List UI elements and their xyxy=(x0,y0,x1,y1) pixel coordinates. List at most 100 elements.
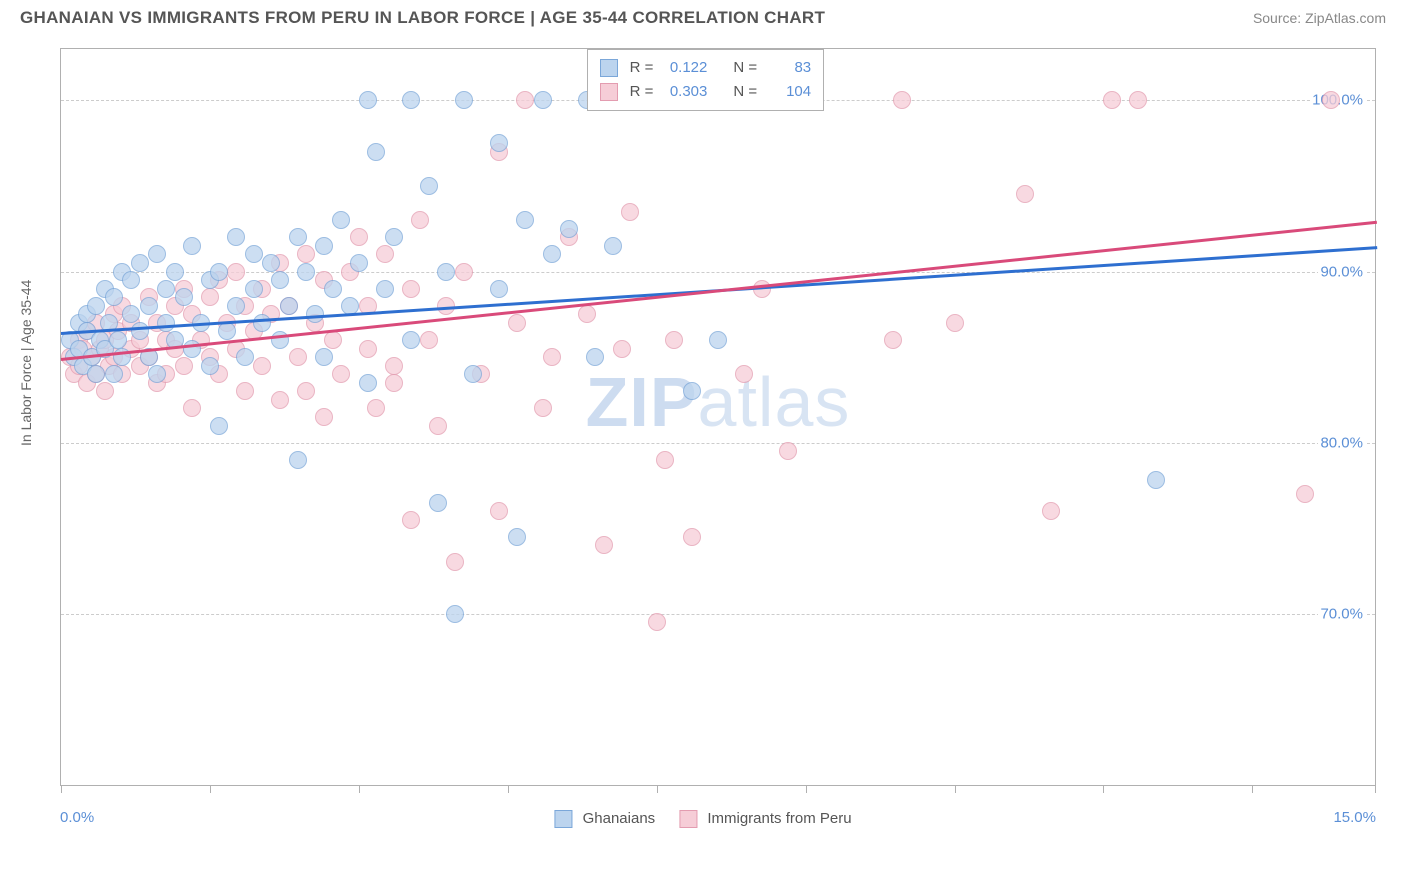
scatter-point-peru xyxy=(735,365,753,383)
x-tick-mark xyxy=(806,785,807,793)
scatter-point-ghanaian xyxy=(332,211,350,229)
scatter-point-ghanaian xyxy=(289,228,307,246)
scatter-point-ghanaian xyxy=(490,280,508,298)
scatter-point-peru xyxy=(578,305,596,323)
scatter-point-ghanaian xyxy=(157,280,175,298)
scatter-point-ghanaian xyxy=(109,331,127,349)
scatter-point-peru xyxy=(175,357,193,375)
scatter-point-peru xyxy=(429,417,447,435)
gridline-h xyxy=(61,443,1375,444)
scatter-point-ghanaian xyxy=(157,314,175,332)
scatter-point-peru xyxy=(779,442,797,460)
scatter-point-ghanaian xyxy=(131,322,149,340)
scatter-point-peru xyxy=(683,528,701,546)
scatter-point-peru xyxy=(367,399,385,417)
scatter-point-ghanaian xyxy=(560,220,578,238)
scatter-point-ghanaian xyxy=(543,245,561,263)
scatter-point-peru xyxy=(420,331,438,349)
x-axis-min-label: 0.0% xyxy=(60,809,94,826)
scatter-point-peru xyxy=(350,228,368,246)
scatter-point-ghanaian xyxy=(367,143,385,161)
scatter-point-ghanaian xyxy=(402,91,420,109)
y-axis-title: In Labor Force | Age 35-44 xyxy=(18,280,34,446)
scatter-point-ghanaian xyxy=(508,528,526,546)
x-tick-mark xyxy=(1252,785,1253,793)
legend-stats-row: R =0.122N =83 xyxy=(600,56,812,80)
scatter-point-ghanaian xyxy=(350,254,368,272)
scatter-point-ghanaian xyxy=(385,228,403,246)
scatter-point-ghanaian xyxy=(455,91,473,109)
scatter-point-ghanaian xyxy=(183,340,201,358)
legend-swatch xyxy=(600,59,618,77)
x-tick-mark xyxy=(210,785,211,793)
scatter-point-ghanaian xyxy=(253,314,271,332)
y-tick-label: 90.0% xyxy=(1318,263,1365,280)
scatter-point-ghanaian xyxy=(87,297,105,315)
x-axis-max-label: 15.0% xyxy=(1333,809,1376,826)
scatter-point-peru xyxy=(402,511,420,529)
scatter-point-ghanaian xyxy=(227,228,245,246)
scatter-point-ghanaian xyxy=(420,177,438,195)
scatter-point-peru xyxy=(1103,91,1121,109)
scatter-point-peru xyxy=(385,374,403,392)
scatter-point-ghanaian xyxy=(218,322,236,340)
scatter-point-ghanaian xyxy=(280,297,298,315)
legend-stats-box: R =0.122N =83R =0.303N =104 xyxy=(587,49,825,111)
scatter-point-peru xyxy=(385,357,403,375)
scatter-point-peru xyxy=(359,340,377,358)
scatter-point-ghanaian xyxy=(245,245,263,263)
scatter-point-peru xyxy=(534,399,552,417)
x-tick-mark xyxy=(1375,785,1376,793)
x-tick-mark xyxy=(955,785,956,793)
scatter-point-peru xyxy=(613,340,631,358)
legend-swatch-b xyxy=(679,810,697,828)
x-tick-mark xyxy=(61,785,62,793)
scatter-point-peru xyxy=(1042,502,1060,520)
scatter-point-peru xyxy=(516,91,534,109)
scatter-point-peru xyxy=(253,357,271,375)
scatter-point-ghanaian xyxy=(289,451,307,469)
scatter-point-peru xyxy=(402,280,420,298)
x-tick-mark xyxy=(657,785,658,793)
scatter-point-ghanaian xyxy=(297,263,315,281)
scatter-point-ghanaian xyxy=(122,271,140,289)
gridline-h xyxy=(61,272,1375,273)
scatter-point-ghanaian xyxy=(131,254,149,272)
scatter-point-ghanaian xyxy=(87,365,105,383)
scatter-point-ghanaian xyxy=(271,271,289,289)
scatter-point-peru xyxy=(656,451,674,469)
x-tick-mark xyxy=(508,785,509,793)
scatter-point-ghanaian xyxy=(148,245,166,263)
scatter-point-peru xyxy=(621,203,639,221)
scatter-point-peru xyxy=(227,263,245,281)
scatter-point-peru xyxy=(376,245,394,263)
scatter-point-ghanaian xyxy=(429,494,447,512)
scatter-point-peru xyxy=(455,263,473,281)
legend-swatch xyxy=(600,83,618,101)
scatter-point-ghanaian xyxy=(402,331,420,349)
scatter-point-peru xyxy=(236,382,254,400)
scatter-point-ghanaian xyxy=(105,365,123,383)
scatter-point-peru xyxy=(884,331,902,349)
scatter-point-peru xyxy=(1296,485,1314,503)
scatter-point-peru xyxy=(411,211,429,229)
scatter-point-peru xyxy=(543,348,561,366)
scatter-point-peru xyxy=(201,288,219,306)
scatter-point-ghanaian xyxy=(148,365,166,383)
x-tick-mark xyxy=(359,785,360,793)
scatter-point-ghanaian xyxy=(105,288,123,306)
legend-swatch-a xyxy=(554,810,572,828)
scatter-point-ghanaian xyxy=(464,365,482,383)
scatter-point-peru xyxy=(183,399,201,417)
scatter-point-ghanaian xyxy=(175,288,193,306)
scatter-point-ghanaian xyxy=(446,605,464,623)
scatter-point-peru xyxy=(297,245,315,263)
plot-area: ZIPatlas 70.0%80.0%90.0%100.0%R =0.122N … xyxy=(60,48,1376,786)
scatter-point-peru xyxy=(946,314,964,332)
chart-source: Source: ZipAtlas.com xyxy=(1253,10,1386,26)
scatter-point-ghanaian xyxy=(315,237,333,255)
scatter-point-peru xyxy=(665,331,683,349)
scatter-point-peru xyxy=(595,536,613,554)
scatter-point-ghanaian xyxy=(376,280,394,298)
scatter-point-ghanaian xyxy=(709,331,727,349)
